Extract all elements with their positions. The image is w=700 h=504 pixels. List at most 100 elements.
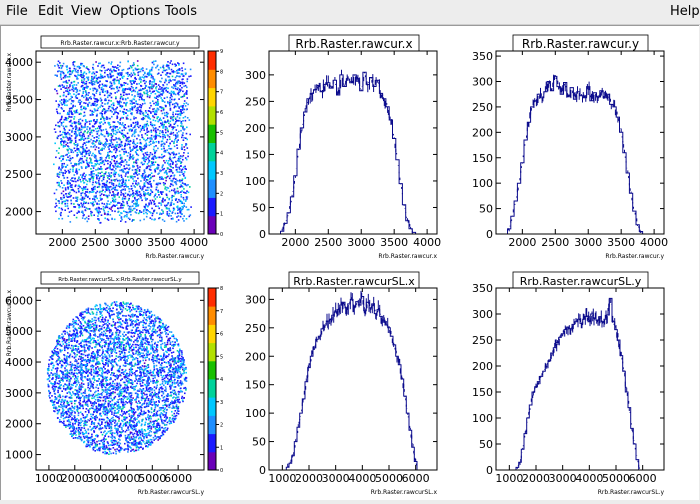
heatmap-cell — [100, 195, 102, 197]
heatmap-cell — [151, 77, 153, 79]
heatmap-cell — [103, 161, 105, 163]
heatmap-cell — [106, 140, 108, 142]
heatmap-cell — [154, 138, 156, 140]
heatmap-cell — [104, 218, 106, 220]
heatmap-cell — [71, 116, 73, 118]
heatmap-cell — [101, 203, 103, 205]
y-tick-label: 0 — [259, 228, 266, 241]
heatmap-cell — [56, 150, 58, 152]
heatmap-cell — [71, 82, 73, 84]
heatmap-cell — [83, 173, 85, 175]
menu-view[interactable]: View — [71, 4, 102, 19]
menu-file[interactable]: File — [6, 4, 28, 19]
heatmap-cell — [89, 408, 91, 410]
heatmap-cell — [92, 182, 94, 184]
heatmap-cell — [108, 122, 110, 124]
heatmap-cell — [181, 206, 183, 208]
heatmap-cell — [89, 102, 91, 104]
heatmap-cell — [185, 137, 187, 139]
heatmap-cell — [183, 192, 185, 194]
heatmap-cell — [74, 174, 76, 176]
heatmap-cell — [153, 90, 155, 92]
heatmap-cell — [186, 87, 188, 89]
heatmap-cell — [135, 347, 137, 349]
heatmap-cell — [104, 120, 106, 122]
chart-title: Rrb.Raster.rawcur.x — [295, 37, 412, 51]
palette-cell — [208, 175, 216, 180]
heatmap-cell — [146, 440, 148, 442]
heatmap-cell — [102, 317, 104, 319]
heatmap-cell — [165, 105, 167, 107]
heatmap-cell — [97, 128, 99, 130]
plots-svg[interactable]: Rrb.Raster.rawcur.x:Rrb.Raster.rawcur.y0… — [1, 26, 699, 500]
heatmap-cell — [136, 202, 138, 204]
heatmap-cell — [153, 130, 155, 132]
heatmap-cell — [129, 442, 131, 444]
heatmap-cell — [168, 215, 170, 217]
heatmap-cell — [116, 91, 118, 93]
heatmap-cell — [107, 175, 109, 177]
heatmap-cell — [137, 159, 139, 161]
heatmap-cell — [142, 103, 144, 105]
heatmap-cell — [137, 91, 139, 93]
heatmap-cell — [187, 156, 189, 158]
heatmap-cell — [80, 67, 82, 69]
heatmap-cell — [74, 214, 76, 216]
heatmap-cell — [84, 124, 86, 126]
heatmap-cell — [149, 169, 151, 171]
heatmap-cell — [74, 84, 76, 86]
y-tick-label: 0 — [486, 228, 493, 241]
heatmap-cell — [123, 102, 125, 104]
heatmap-cell — [157, 206, 159, 208]
heatmap-cell — [73, 118, 75, 120]
heatmap-cell — [149, 90, 151, 92]
heatmap-cell — [146, 85, 148, 87]
heatmap-cell — [168, 160, 170, 162]
heatmap-cell — [159, 130, 161, 132]
heatmap-cell — [82, 192, 84, 194]
heatmap-cell — [179, 175, 181, 177]
heatmap-cell — [151, 135, 153, 137]
heatmap-cell — [69, 129, 71, 131]
heatmap-cell — [125, 105, 127, 107]
heatmap-cell — [71, 150, 73, 152]
menu-help[interactable]: Help — [670, 4, 700, 19]
heatmap-cell — [83, 203, 85, 205]
heatmap-cell — [60, 76, 62, 78]
heatmap-cell — [107, 163, 109, 165]
heatmap-cell — [155, 102, 157, 104]
heatmap-cell — [189, 216, 191, 218]
heatmap-cell — [111, 195, 113, 197]
heatmap-cell — [167, 203, 169, 205]
heatmap-cell — [91, 215, 93, 217]
heatmap-cell — [110, 133, 112, 135]
heatmap-cell — [156, 141, 158, 143]
heatmap-cell — [156, 187, 158, 189]
heatmap-cell — [157, 345, 159, 347]
heatmap-cell — [136, 170, 138, 172]
heatmap-cell — [94, 188, 96, 190]
heatmap-cell — [182, 132, 184, 134]
heatmap-cell — [119, 119, 121, 121]
heatmap-cell — [133, 146, 135, 148]
heatmap-cell — [154, 152, 156, 154]
heatmap-cell — [148, 110, 150, 112]
heatmap-cell — [61, 172, 63, 174]
heatmap-cell — [143, 112, 145, 114]
menu-options[interactable]: Options — [110, 4, 160, 19]
chart-1: Rrb.Raster.rawcur.x:Rrb.Raster.rawcur.y0… — [5, 36, 223, 260]
heatmap-cell — [119, 305, 121, 307]
heatmap-cell — [158, 173, 160, 175]
heatmap-cell — [92, 135, 94, 137]
heatmap-cell — [187, 209, 189, 211]
heatmap-cell — [78, 100, 80, 102]
heatmap-cell — [87, 189, 89, 191]
heatmap-cell — [121, 96, 123, 98]
heatmap-cell — [182, 70, 184, 72]
menu-tools[interactable]: Tools — [165, 4, 197, 19]
palette-cell — [208, 111, 216, 116]
heatmap-cell — [145, 159, 147, 161]
heatmap-cell — [128, 309, 130, 311]
menu-edit[interactable]: Edit — [38, 4, 63, 19]
